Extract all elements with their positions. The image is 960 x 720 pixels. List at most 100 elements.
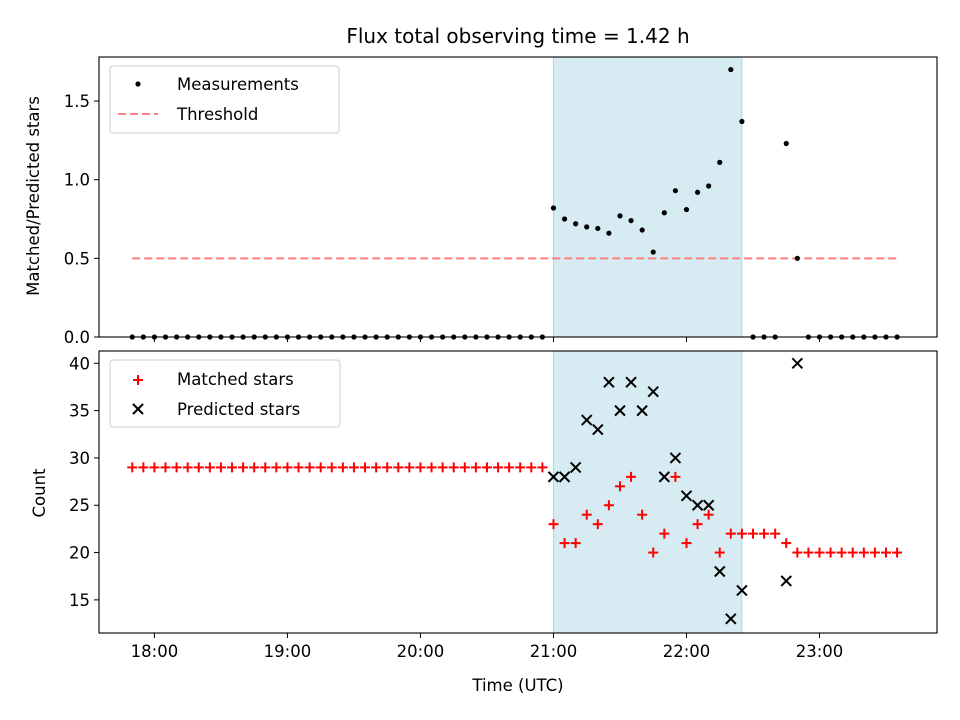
matched-star-point xyxy=(714,547,725,558)
y-tick-label: 0.5 xyxy=(64,249,90,268)
measurement-point xyxy=(628,217,634,224)
matched-star-point xyxy=(504,462,515,473)
y-tick-label: 15 xyxy=(69,591,90,610)
matched-star-point xyxy=(426,462,437,473)
matched-star-point xyxy=(736,528,747,539)
bottom-panel: 15 20 25 30 35 40 18:00 19:00 20:00 21:00 22:00 23:… xyxy=(30,350,938,695)
matched-star-point xyxy=(803,547,814,558)
matched-star-point xyxy=(825,547,836,558)
x-axis-label: Time (UTC) xyxy=(471,676,563,695)
matched-star-point xyxy=(415,462,426,473)
matched-star-point xyxy=(337,462,348,473)
matched-star-point xyxy=(637,509,648,520)
bottom-plot-frame xyxy=(98,350,938,634)
y-tick-label: 1.5 xyxy=(64,92,90,111)
matched-star-point xyxy=(493,462,504,473)
legend-matched-label: Matched stars xyxy=(177,370,294,389)
y-tick-label: 20 xyxy=(69,544,90,563)
matched-star-point xyxy=(770,528,781,539)
measurement-point xyxy=(717,159,723,165)
predicted-star-point xyxy=(725,613,737,625)
matched-star-point xyxy=(581,509,592,520)
matched-star-point xyxy=(526,462,537,473)
matched-star-point xyxy=(648,547,659,558)
matched-star-point xyxy=(725,528,736,539)
matched-star-point xyxy=(448,462,459,473)
matched-star-point xyxy=(836,547,847,558)
predicted-star-point xyxy=(592,423,604,436)
matched-star-point xyxy=(626,471,637,482)
legend-plus-marker xyxy=(133,375,143,385)
matched-star-point xyxy=(659,528,670,539)
top-axis-ticks: 0.0 0.5 1.0 1.5 xyxy=(64,92,821,347)
predicted-star-point xyxy=(702,499,715,511)
matched-star-point xyxy=(215,462,226,473)
matched-star-point xyxy=(881,547,892,558)
legend-threshold-label: Threshold xyxy=(176,105,258,124)
predicted-star-point xyxy=(736,584,748,597)
measurement-point xyxy=(573,221,579,227)
measurement-points xyxy=(129,66,900,340)
x-tick-label: 19:00 xyxy=(264,642,312,661)
top-panel: 0.0 0.5 1.0 1.5 Flux total observing time =… xyxy=(24,24,938,347)
matched-star-point xyxy=(847,547,858,558)
predicted-star-point xyxy=(569,461,582,474)
matched-star-point xyxy=(814,547,825,558)
matched-star-point xyxy=(204,462,215,473)
x-tick-label: 18:00 xyxy=(131,642,179,661)
bottom-axis-ticks: 15 20 25 30 35 40 18:00 19:00 20:00 21:00 22:00 23:… xyxy=(69,354,843,661)
measurement-point xyxy=(794,255,800,261)
predicted-star-point xyxy=(658,471,671,483)
predicted-star-point xyxy=(603,376,615,388)
matched-star-point xyxy=(515,462,526,473)
matched-star-point xyxy=(869,547,880,558)
matched-star-point xyxy=(282,462,293,473)
matched-star-point xyxy=(149,462,160,473)
matched-star-point xyxy=(193,462,204,473)
matched-star-point xyxy=(481,462,492,473)
predicted-star-point xyxy=(547,471,560,483)
matched-star-point xyxy=(249,462,260,473)
measurement-point xyxy=(550,205,557,211)
matched-star-point xyxy=(792,547,803,558)
matched-star-point xyxy=(437,462,448,473)
measurement-point xyxy=(739,118,745,125)
matched-star-point xyxy=(393,462,404,473)
top-shaded-span xyxy=(552,56,743,338)
matched-star-point xyxy=(603,500,614,511)
x-tick-label: 23:00 xyxy=(796,642,844,661)
matched-star-point xyxy=(614,481,625,492)
legend-measurements-label: Measurements xyxy=(177,75,299,94)
measurement-point xyxy=(728,66,734,73)
predicted-star-point xyxy=(614,404,626,417)
matched-star-point xyxy=(692,519,703,530)
matched-star-point xyxy=(182,462,193,473)
y-tick-label: 0.0 xyxy=(64,328,90,347)
matched-star-point xyxy=(404,462,415,473)
measurement-point xyxy=(617,213,623,219)
y-tick-label: 30 xyxy=(69,449,90,468)
x-tick-label: 22:00 xyxy=(663,642,711,661)
matched-star-point xyxy=(238,462,249,473)
predicted-star-point xyxy=(780,575,792,587)
matched-star-point xyxy=(348,462,359,473)
matched-star-point xyxy=(138,462,149,473)
matched-star-point xyxy=(548,519,559,530)
legend-dot-marker xyxy=(135,81,141,87)
matched-star-point xyxy=(681,538,692,549)
predicted-star-point xyxy=(647,385,659,398)
matched-star-point xyxy=(260,462,271,473)
matched-star-point xyxy=(160,462,171,473)
legend-x-marker xyxy=(132,403,144,415)
bottom-legend-box xyxy=(109,359,341,428)
matched-star-point xyxy=(781,538,792,549)
matched-star-point xyxy=(759,528,770,539)
measurement-point xyxy=(783,140,789,147)
matched-star-point xyxy=(293,462,304,473)
matched-star-point xyxy=(592,519,603,530)
matched-star-point xyxy=(670,471,681,482)
matched-star-point xyxy=(892,547,903,558)
y-tick-label: 35 xyxy=(69,402,90,421)
predicted-star-point xyxy=(636,404,648,417)
